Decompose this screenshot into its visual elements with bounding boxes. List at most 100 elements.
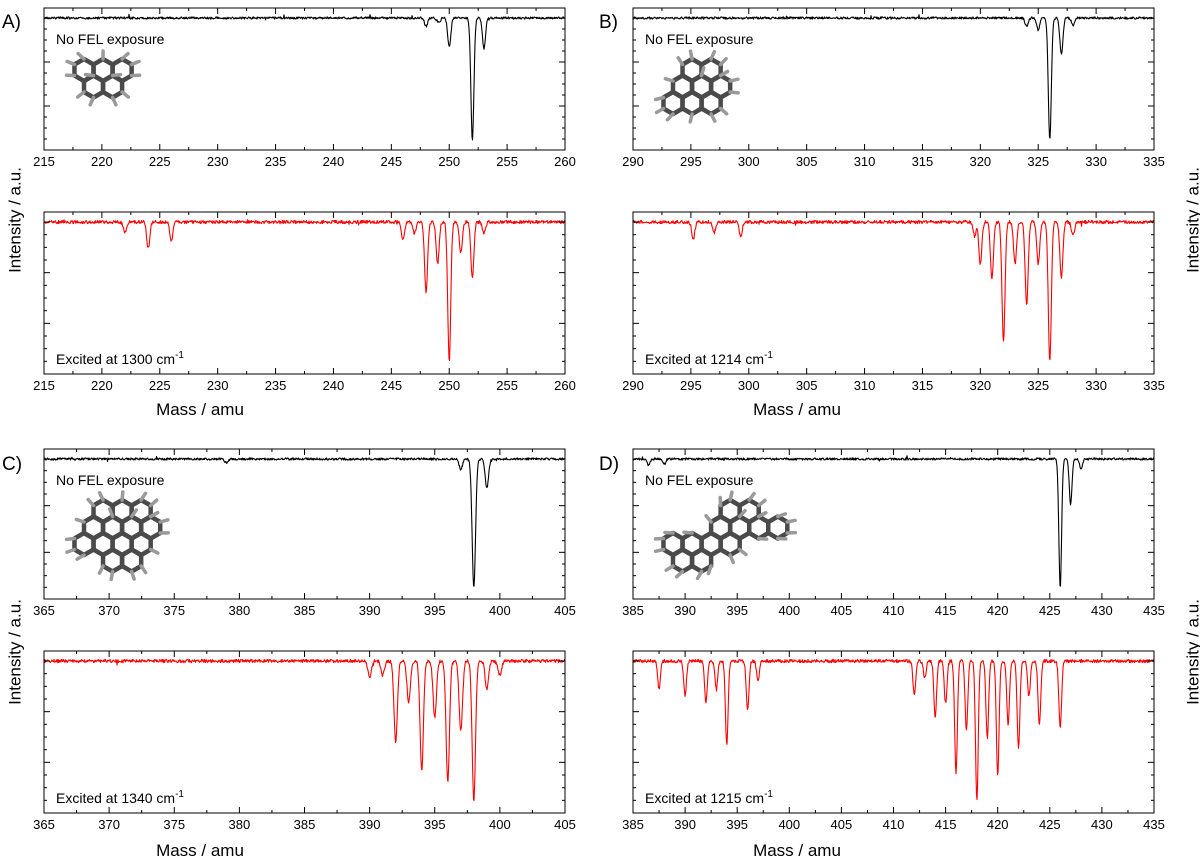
spectrum-trace-excited bbox=[632, 658, 1155, 801]
x-tick-label: 245 bbox=[380, 154, 402, 169]
x-tick-label: 385 bbox=[622, 817, 644, 832]
x-tick-label: 410 bbox=[883, 817, 905, 832]
x-tick-label: 325 bbox=[1027, 154, 1049, 169]
x-tick-label: 420 bbox=[987, 603, 1009, 618]
x-tick-label: 320 bbox=[969, 378, 991, 393]
spectrum-trace-no-fel bbox=[632, 455, 1155, 587]
no-fel-label: No FEL exposure bbox=[56, 472, 165, 488]
x-tick-label: 430 bbox=[1091, 603, 1113, 618]
x-tick-label: 395 bbox=[726, 603, 748, 618]
x-tick-label: 230 bbox=[207, 378, 229, 393]
excitation-label: Excited at 1340 cm-1 bbox=[56, 789, 184, 806]
x-tick-label: 395 bbox=[424, 603, 446, 618]
x-tick-label: 390 bbox=[359, 603, 381, 618]
subplot-1: 365 370 375 380 385 390 395 400 405 Excited at 13… bbox=[33, 650, 576, 832]
x-tick-label: 235 bbox=[265, 378, 287, 393]
excitation-label: Excited at 1214 cm-1 bbox=[645, 350, 773, 367]
excitation-label: Excited at 1215 cm-1 bbox=[645, 789, 773, 806]
x-tick-label: 325 bbox=[1027, 378, 1049, 393]
x-tick-label: 220 bbox=[91, 154, 113, 169]
no-fel-label: No FEL exposure bbox=[645, 472, 754, 488]
x-tick-label: 240 bbox=[323, 378, 345, 393]
spectrum-trace-excited bbox=[43, 658, 566, 802]
x-tick-label: 370 bbox=[98, 817, 120, 832]
subplot-1: 215 220 225 230 235 240 245 250 255 260 Excited at… bbox=[33, 211, 576, 393]
spectrum-trace-excited bbox=[43, 219, 566, 362]
x-tick-label: 390 bbox=[674, 817, 696, 832]
x-tick-label: 405 bbox=[831, 817, 853, 832]
x-tick-label: 335 bbox=[1143, 378, 1165, 393]
x-tick-label: 385 bbox=[622, 603, 644, 618]
x-tick-label: 240 bbox=[323, 154, 345, 169]
molecule-structure-ovalene bbox=[653, 49, 740, 124]
chart-panel-2: C) Intensity / a.u. Mass / amu 365 370 375 380… bbox=[2, 448, 576, 860]
x-tick-label: 250 bbox=[438, 378, 460, 393]
y-axis-title: Intensity / a.u. bbox=[1183, 167, 1200, 273]
x-tick-label: 305 bbox=[796, 154, 818, 169]
panel-letter: D) bbox=[599, 454, 619, 475]
x-axis-title: Mass / amu bbox=[753, 841, 841, 860]
chart-panel-3: D) Intensity / a.u. Mass / amu 385 390 395 400… bbox=[599, 448, 1200, 860]
x-tick-label: 400 bbox=[489, 603, 511, 618]
x-tick-label: 375 bbox=[163, 603, 185, 618]
no-fel-label: No FEL exposure bbox=[56, 31, 165, 47]
x-tick-label: 435 bbox=[1143, 817, 1165, 832]
x-tick-label: 230 bbox=[207, 154, 229, 169]
subplot-1: 290 295 300 305 310 315 320 325 330 335 Excited at… bbox=[622, 211, 1165, 393]
x-tick-label: 300 bbox=[738, 378, 760, 393]
x-tick-label: 320 bbox=[969, 154, 991, 169]
x-tick-label: 405 bbox=[831, 603, 853, 618]
x-tick-label: 315 bbox=[912, 378, 934, 393]
x-tick-label: 215 bbox=[33, 378, 55, 393]
x-tick-label: 405 bbox=[554, 603, 576, 618]
x-tick-label: 260 bbox=[554, 154, 576, 169]
x-tick-label: 395 bbox=[424, 817, 446, 832]
x-tick-label: 405 bbox=[554, 817, 576, 832]
x-tick-label: 380 bbox=[229, 817, 251, 832]
plot-frame bbox=[632, 211, 1155, 375]
subplot-0: 365 370 375 380 385 390 395 400 405 No FEL exposu… bbox=[33, 448, 576, 618]
molecule-structure-dbc bbox=[653, 490, 798, 581]
x-tick-label: 365 bbox=[33, 603, 55, 618]
x-tick-label: 290 bbox=[622, 154, 644, 169]
x-tick-label: 310 bbox=[854, 154, 876, 169]
excitation-label: Excited at 1300 cm-1 bbox=[56, 350, 184, 367]
spectrum-trace-no-fel bbox=[43, 13, 566, 141]
subplot-0: 215 220 225 230 235 240 245 250 255 260 No FEL exp… bbox=[33, 7, 576, 169]
x-tick-label: 250 bbox=[438, 154, 460, 169]
x-tick-label: 330 bbox=[1085, 378, 1107, 393]
panel-letter: C) bbox=[2, 454, 22, 475]
x-tick-label: 415 bbox=[935, 817, 957, 832]
x-tick-label: 385 bbox=[294, 603, 316, 618]
x-tick-label: 255 bbox=[496, 154, 518, 169]
x-axis-title: Mass / amu bbox=[156, 400, 244, 419]
y-axis-title: Intensity / a.u. bbox=[1183, 599, 1200, 705]
x-tick-label: 435 bbox=[1143, 603, 1165, 618]
x-tick-label: 300 bbox=[738, 154, 760, 169]
panel-letter: A) bbox=[2, 12, 21, 33]
x-tick-label: 400 bbox=[489, 817, 511, 832]
molecule-structure-circum bbox=[64, 490, 170, 582]
x-axis-title: Mass / amu bbox=[753, 400, 841, 419]
x-tick-label: 375 bbox=[163, 817, 185, 832]
x-tick-label: 220 bbox=[91, 378, 113, 393]
x-tick-label: 330 bbox=[1085, 154, 1107, 169]
plot-frame bbox=[43, 211, 566, 375]
x-tick-label: 425 bbox=[1039, 817, 1061, 832]
y-axis-title: Intensity / a.u. bbox=[5, 167, 24, 273]
plot-frame bbox=[632, 650, 1155, 814]
x-tick-label: 335 bbox=[1143, 154, 1165, 169]
spectrum-trace-no-fel bbox=[632, 14, 1155, 139]
y-axis-title: Intensity / a.u. bbox=[5, 599, 24, 705]
x-tick-label: 225 bbox=[149, 154, 171, 169]
x-tick-label: 295 bbox=[680, 378, 702, 393]
x-tick-label: 235 bbox=[265, 154, 287, 169]
x-tick-label: 245 bbox=[380, 378, 402, 393]
molecule-structure-pyrene bbox=[64, 49, 142, 107]
x-tick-label: 290 bbox=[622, 378, 644, 393]
x-tick-label: 400 bbox=[778, 603, 800, 618]
x-tick-label: 315 bbox=[912, 154, 934, 169]
x-tick-label: 430 bbox=[1091, 817, 1113, 832]
x-tick-label: 410 bbox=[883, 603, 905, 618]
